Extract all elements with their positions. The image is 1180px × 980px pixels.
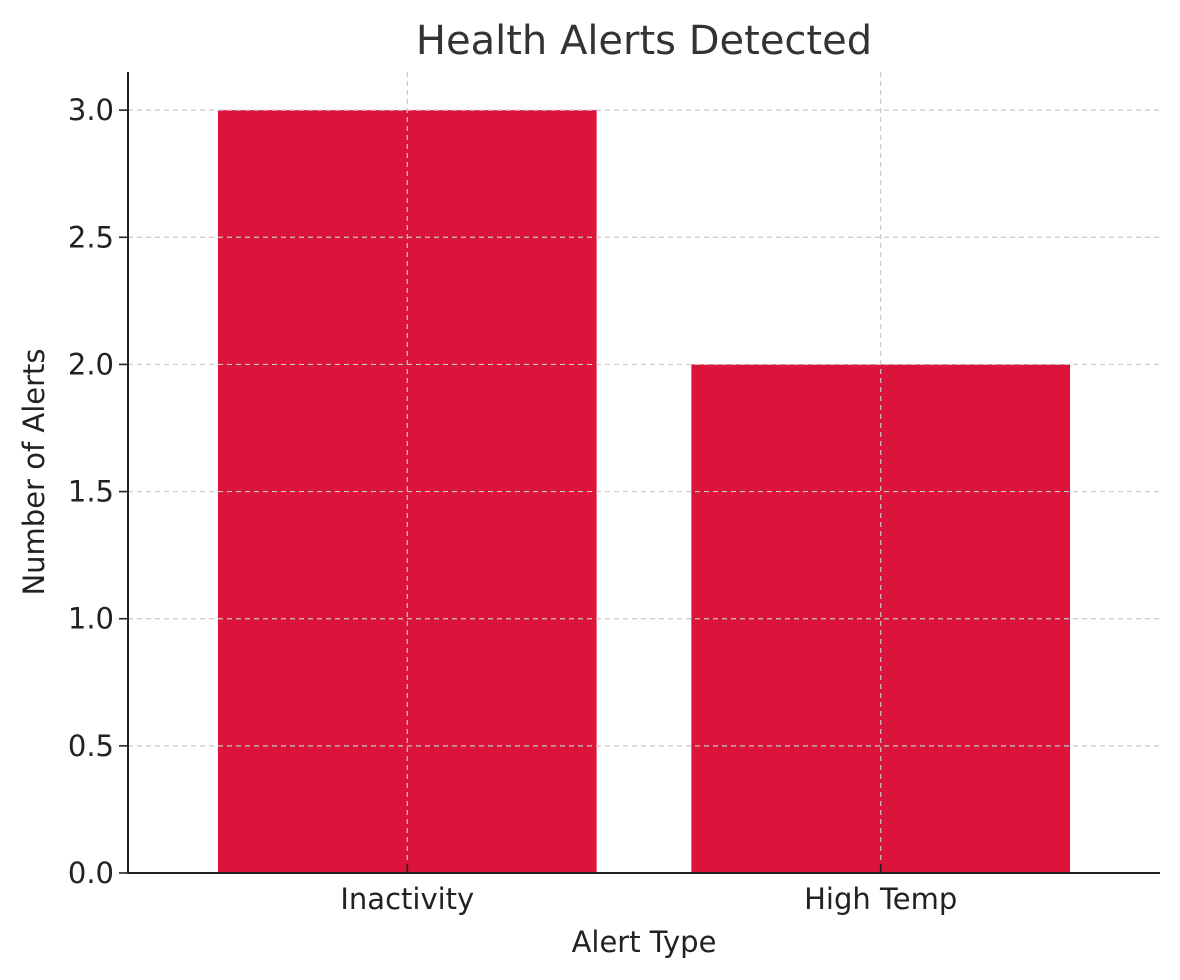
x-tick-label: Inactivity	[340, 882, 474, 916]
tick-labels: 0.0 0.5 1.0 1.5 2.0 2.5 3.0 Inactivity High Temp	[68, 93, 957, 916]
chart-title: Health Alerts Detected	[416, 18, 872, 64]
y-tick-label: 1.5	[68, 475, 114, 509]
y-tick-label: 0.5	[68, 729, 114, 763]
x-tick-label: High Temp	[804, 882, 957, 916]
y-tick-label: 2.0	[68, 347, 114, 381]
x-axis-label: Alert Type	[572, 925, 717, 959]
y-tick-label: 0.0	[68, 856, 114, 890]
y-axis-label: Number of Alerts	[17, 348, 51, 595]
y-tick-label: 3.0	[68, 93, 114, 127]
axes	[119, 72, 1160, 874]
y-tick-label: 2.5	[68, 220, 114, 254]
bar-high-temp	[691, 364, 1071, 873]
y-tick-label: 1.0	[68, 602, 114, 636]
grid-lines	[128, 72, 1160, 873]
